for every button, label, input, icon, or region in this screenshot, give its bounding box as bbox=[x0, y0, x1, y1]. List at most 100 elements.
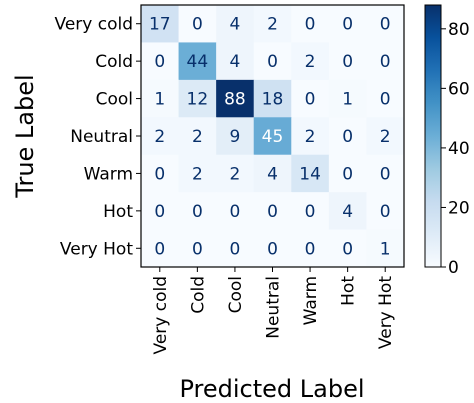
heatmap-cell bbox=[141, 79, 180, 118]
x-tick-label: Cool bbox=[226, 276, 246, 313]
cell-value-label: 0 bbox=[342, 127, 353, 147]
colorbar-ticks: 0 20 40 60 80 bbox=[441, 20, 470, 278]
cell-value-label: 0 bbox=[305, 15, 316, 35]
x-tick-label: Very Hot bbox=[376, 276, 396, 349]
cell-value-label: 1 bbox=[154, 90, 165, 110]
heatmap-cell bbox=[366, 42, 405, 81]
cell-value-label: 0 bbox=[380, 52, 391, 72]
heatmap-cell bbox=[141, 154, 180, 193]
cell-value-label: 2 bbox=[267, 15, 278, 35]
cell-value-label: 1 bbox=[380, 239, 391, 259]
x-tick-label: Cold bbox=[188, 276, 208, 314]
cell-value-label: 12 bbox=[187, 90, 209, 110]
cell-value-label: 0 bbox=[305, 239, 316, 259]
heatmap-cell bbox=[253, 42, 292, 81]
cell-value-label: 2 bbox=[192, 164, 203, 184]
cell-value-label: 2 bbox=[154, 127, 165, 147]
cell-value-label: 2 bbox=[230, 164, 241, 184]
cell-value-label: 4 bbox=[230, 15, 241, 35]
cell-value-label: 0 bbox=[192, 15, 203, 35]
cell-value-label: 18 bbox=[262, 90, 284, 110]
heatmap-cell bbox=[216, 42, 255, 81]
x-axis-ticks: Very cold Cold Cool Neutral Warm Hot Very Hot bbox=[151, 267, 396, 354]
x-tick-label: Hot bbox=[339, 276, 359, 306]
heatmap-cell bbox=[253, 5, 292, 43]
heatmap-cell bbox=[178, 117, 217, 156]
cell-value-label: 0 bbox=[154, 239, 165, 259]
y-tick-label: Hot bbox=[103, 202, 133, 222]
cell-value-label: 0 bbox=[267, 239, 278, 259]
cell-value-label: 9 bbox=[230, 127, 241, 147]
x-tick-label: Very cold bbox=[151, 276, 171, 354]
y-axis-label: True Label bbox=[11, 74, 39, 198]
heatmap-cell bbox=[216, 79, 255, 118]
cell-value-label: 0 bbox=[192, 239, 203, 259]
y-tick-label: Very cold bbox=[55, 15, 133, 35]
heatmap-cells: 17 0 4 2 0 0 00 44 4 0 2 0 01 12 88 18 0 1 02 2 9 45 2 0 20 2 2 4 14… bbox=[141, 5, 405, 268]
heatmap-cell bbox=[291, 79, 330, 118]
heatmap-cell bbox=[328, 192, 367, 231]
heatmap-cell bbox=[366, 79, 405, 118]
cell-value-label: 0 bbox=[192, 202, 203, 222]
heatmap-cell bbox=[216, 154, 255, 193]
heatmap-cell bbox=[216, 5, 255, 43]
y-tick-label: Cold bbox=[95, 52, 133, 72]
heatmap-cell bbox=[178, 154, 217, 193]
x-tick-label: Warm bbox=[301, 276, 321, 325]
heatmap-cell bbox=[216, 229, 255, 268]
cell-value-label: 0 bbox=[154, 52, 165, 72]
heatmap-cell bbox=[328, 229, 367, 268]
cell-value-label: 4 bbox=[230, 52, 241, 72]
cell-value-label: 0 bbox=[342, 15, 353, 35]
y-tick-label: Neutral bbox=[70, 127, 133, 147]
cell-value-label: 0 bbox=[305, 90, 316, 110]
cell-value-label: 2 bbox=[192, 127, 203, 147]
cell-value-label: 0 bbox=[342, 239, 353, 259]
cell-value-label: 0 bbox=[154, 164, 165, 184]
y-tick-label: Very Hot bbox=[60, 239, 133, 259]
cell-value-label: 0 bbox=[267, 202, 278, 222]
heatmap-cell bbox=[216, 117, 255, 156]
heatmap-cell bbox=[141, 117, 180, 156]
cell-value-label: 0 bbox=[380, 164, 391, 184]
heatmap-cell bbox=[366, 192, 405, 231]
cell-value-label: 88 bbox=[224, 90, 246, 110]
cell-value-label: 44 bbox=[187, 52, 209, 72]
y-tick-label: Warm bbox=[84, 164, 133, 184]
heatmap-cell bbox=[291, 192, 330, 231]
cell-value-label: 2 bbox=[380, 127, 391, 147]
heatmap-cell bbox=[366, 229, 405, 268]
heatmap-cell bbox=[291, 117, 330, 156]
heatmap-cell bbox=[253, 117, 292, 156]
heatmap-cell bbox=[178, 229, 217, 268]
heatmap-cell bbox=[328, 42, 367, 81]
heatmap-cell bbox=[328, 154, 367, 193]
cell-value-label: 0 bbox=[230, 202, 241, 222]
heatmap-cell bbox=[328, 79, 367, 118]
cell-value-label: 0 bbox=[267, 52, 278, 72]
heatmap-cell bbox=[253, 229, 292, 268]
heatmap-cell bbox=[328, 117, 367, 156]
heatmap-cell bbox=[141, 5, 180, 43]
heatmap-cell bbox=[178, 42, 217, 81]
cell-value-label: 0 bbox=[154, 202, 165, 222]
heatmap-cell bbox=[291, 229, 330, 268]
cell-value-label: 45 bbox=[262, 127, 284, 147]
x-axis-label: Predicted Label bbox=[179, 375, 364, 403]
colorbar-tick-label: 80 bbox=[448, 20, 470, 40]
heatmap-cell bbox=[291, 42, 330, 81]
heatmap-cell bbox=[253, 192, 292, 231]
heatmap-cell bbox=[291, 154, 330, 193]
y-tick-label: Cool bbox=[96, 90, 133, 110]
cell-value-label: 2 bbox=[305, 52, 316, 72]
cell-value-label: 0 bbox=[342, 52, 353, 72]
heatmap-cell bbox=[141, 229, 180, 268]
colorbar-tick-label: 20 bbox=[448, 198, 470, 218]
cell-value-label: 0 bbox=[380, 202, 391, 222]
heatmap-cell bbox=[366, 154, 405, 193]
cell-value-label: 0 bbox=[380, 90, 391, 110]
cell-value-label: 0 bbox=[380, 15, 391, 35]
cell-value-label: 17 bbox=[149, 15, 171, 35]
heatmap-cell bbox=[141, 192, 180, 231]
